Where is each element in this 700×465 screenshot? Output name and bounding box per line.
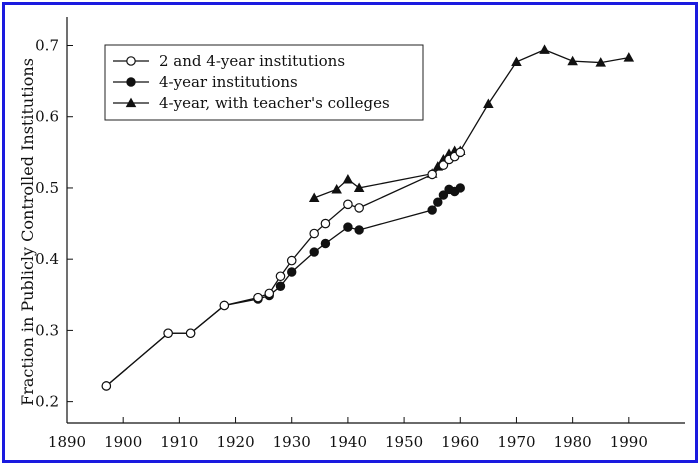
legend-item-2: 4-year, with teacher's colleges: [113, 94, 390, 112]
legend-box: [104, 44, 424, 121]
series-line: [105, 151, 461, 387]
legend-symbol-filled-triangle: [113, 97, 149, 108]
data-point: [309, 228, 319, 239]
data-point: [623, 52, 635, 62]
data-point: [343, 222, 353, 232]
y-tick-label: 0.5: [35, 179, 59, 197]
data-point: [253, 292, 263, 303]
data-point: [438, 190, 449, 200]
x-tick-label: 1980: [554, 433, 592, 451]
data-point: [427, 169, 437, 180]
x-tick-label: 1910: [160, 433, 198, 451]
legend-label: 4-year institutions: [159, 73, 298, 91]
legend-marker: [125, 97, 137, 108]
data-point: [287, 267, 297, 277]
data-point: [433, 197, 443, 207]
line-chart: 0.2 0.3 0.4 0.5 0.6 0.7 1890 1900 1910 1920 1930 19…: [18, 17, 685, 451]
data-point: [101, 381, 112, 391]
data-point: [567, 55, 578, 66]
x-tick-label: 1920: [216, 433, 254, 451]
series-1: [101, 183, 465, 391]
data-point: [455, 183, 465, 193]
data-point: [185, 328, 196, 339]
x-tick-label: 1950: [385, 433, 423, 451]
y-tick-label: 0.6: [35, 108, 59, 126]
legend-symbol-filled-circle: [113, 77, 149, 87]
x-tick-label: 1930: [273, 433, 311, 451]
x-tick-label: 1890: [48, 433, 86, 451]
y-tick-label: 0.7: [35, 36, 59, 54]
data-point: [264, 288, 275, 299]
legend-symbol-open-circle: [113, 56, 149, 66]
legend-marker: [126, 77, 136, 87]
y-tick-label: 0.3: [35, 321, 59, 339]
y-axis-title: Fraction in Publicly Controlled Institut…: [18, 58, 37, 406]
data-point: [163, 328, 173, 339]
data-point: [353, 182, 365, 193]
data-point: [595, 57, 607, 67]
plot-axes: 0.2 0.3 0.4 0.5 0.6 0.7 1890 1900 1910 1920 1930 19…: [35, 17, 685, 451]
data-point: [511, 56, 522, 66]
data-point: [438, 160, 449, 170]
legend-label: 4-year, with teacher's colleges: [159, 94, 390, 112]
data-point: [320, 238, 331, 249]
data-point: [539, 44, 550, 54]
y-tick-label: 0.2: [35, 393, 59, 411]
data-point: [343, 199, 353, 210]
x-tick-label: 1970: [497, 433, 535, 451]
x-tick-label: 1990: [610, 433, 648, 451]
data-point: [275, 281, 286, 291]
legend: 2 and 4-year institutions 4-year institu…: [104, 44, 424, 121]
data-point: [331, 183, 342, 194]
data-point: [483, 98, 494, 108]
legend-label: 2 and 4-year institutions: [159, 52, 345, 70]
data-point: [427, 205, 437, 215]
data-point: [275, 271, 286, 282]
data-point: [354, 203, 364, 213]
series-0: [101, 147, 466, 391]
data-point: [308, 192, 320, 202]
data-point: [455, 147, 466, 158]
x-tick-label: 1960: [441, 433, 479, 451]
legend-marker: [126, 56, 136, 66]
x-tick-label: 1900: [104, 433, 142, 451]
data-point: [354, 225, 364, 235]
legend-item-1: 4-year institutions: [113, 73, 298, 91]
data-point: [286, 255, 297, 266]
legend-item-0: 2 and 4-year institutions: [113, 52, 345, 70]
data-point: [320, 218, 331, 229]
series-layer: [101, 44, 635, 391]
data-point: [309, 247, 319, 257]
data-point: [342, 173, 354, 184]
x-tick-label: 1940: [329, 433, 367, 451]
y-tick-label: 0.4: [35, 250, 59, 268]
data-point: [219, 300, 230, 311]
